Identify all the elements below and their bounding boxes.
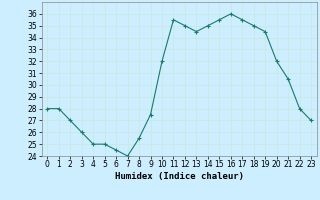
X-axis label: Humidex (Indice chaleur): Humidex (Indice chaleur)	[115, 172, 244, 181]
